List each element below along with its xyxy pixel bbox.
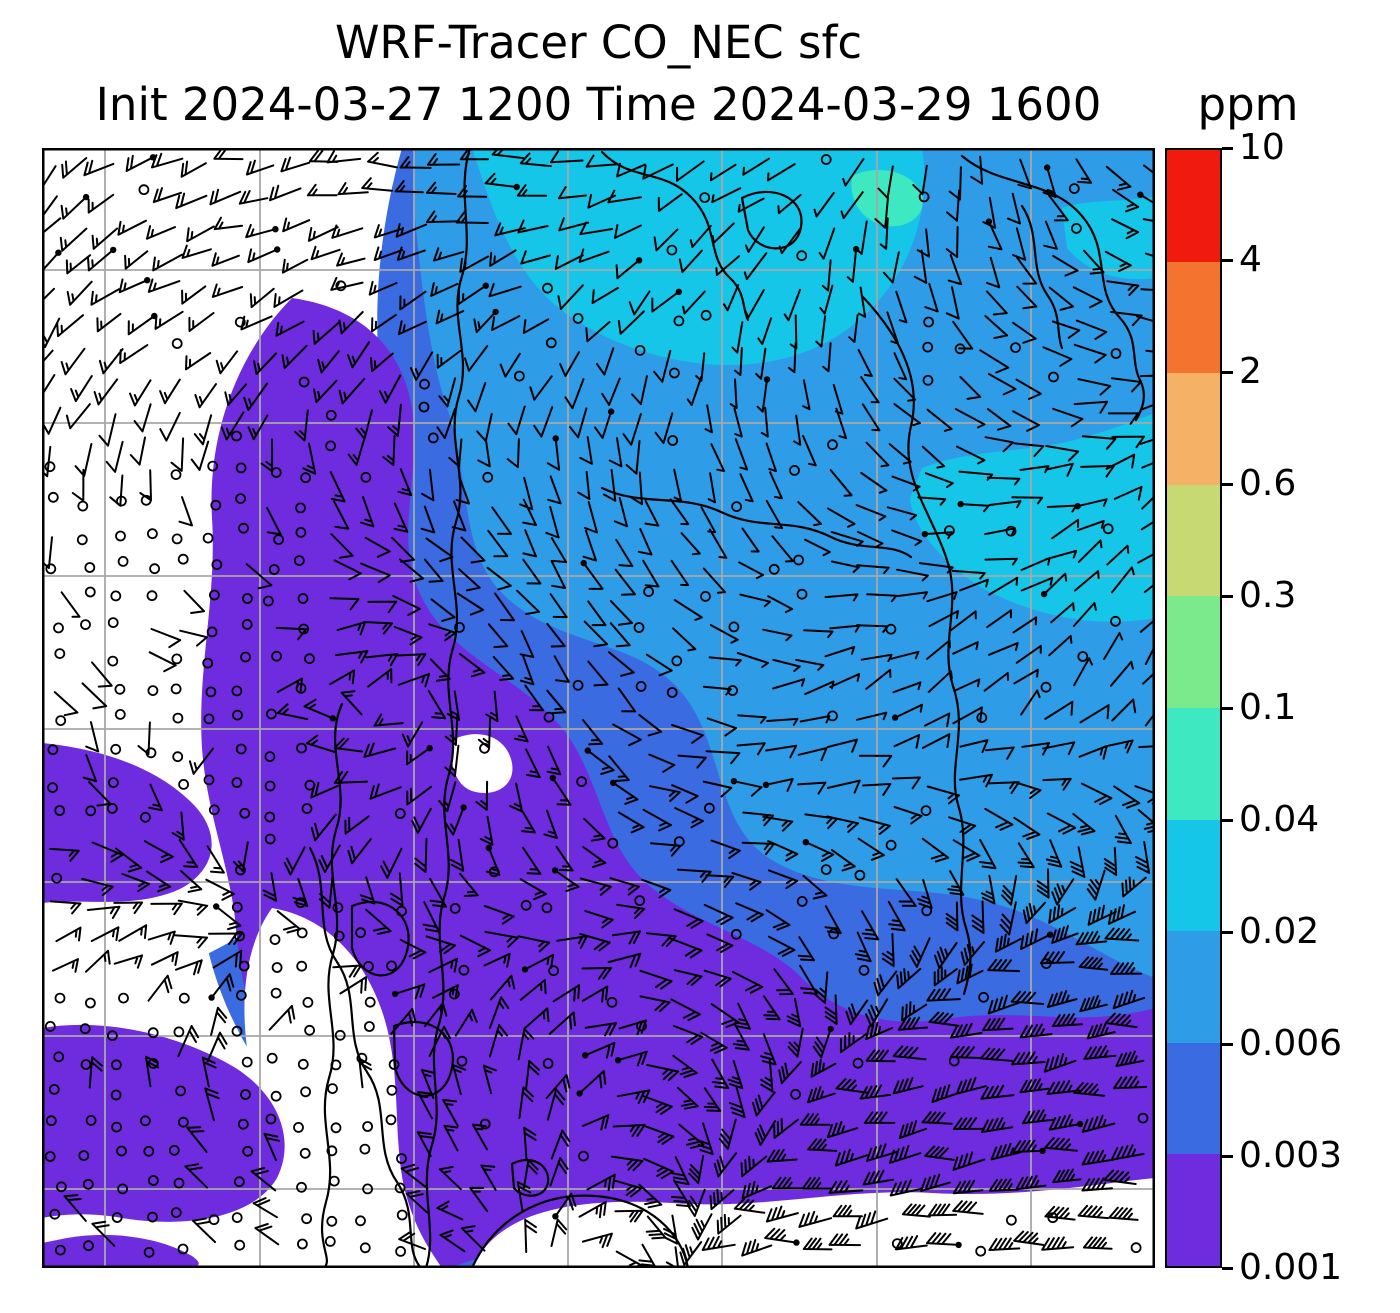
- colorbar-tick: [1222, 482, 1233, 486]
- map-coastlines: [308, 148, 1145, 1268]
- colorbar-segment: [1167, 819, 1220, 932]
- colorbar-tick: [1222, 1266, 1233, 1270]
- colorbar-tick-label: 10: [1239, 127, 1285, 168]
- colorbar-tick-label: 0.3: [1239, 575, 1297, 616]
- colorbar-tick: [1222, 706, 1233, 710]
- colorbar-segment: [1167, 261, 1220, 374]
- colorbar-segment: [1167, 150, 1220, 262]
- calm-wind-circles: [44, 154, 1149, 1258]
- coastline: [350, 900, 410, 977]
- colorbar: 0.001 0.003 0.006 0.02 0.04 0.1 0.3 0.6 2 4 10: [1165, 130, 1400, 1286]
- contour-region-0.02-0.04: [1062, 196, 1155, 280]
- colorbar-segment: [1167, 484, 1220, 597]
- map-regions: [42, 148, 1155, 1268]
- colorbar-tick-label: 2: [1239, 351, 1262, 392]
- colorbar-tick: [1222, 1042, 1233, 1046]
- colorbar-segment: [1167, 373, 1220, 485]
- map-plot: [42, 148, 1155, 1268]
- contour-region-0.02-0.04: [910, 413, 1155, 622]
- coastline: [1020, 204, 1064, 350]
- wind-barb-shafts: [42, 148, 1155, 1268]
- contour-region-<0.001: [244, 908, 442, 1268]
- colorbar-segment: [1167, 1154, 1220, 1266]
- colorbar-tick-label: 0.003: [1239, 1135, 1343, 1176]
- colorbar-units-label: ppm: [1197, 78, 1299, 131]
- coastline: [600, 486, 913, 559]
- colorbar-tick-label: 0.001: [1239, 1247, 1343, 1288]
- colorbar-tick: [1222, 818, 1233, 822]
- colorbar-tick: [1222, 370, 1233, 374]
- colorbar-tick-label: 0.6: [1239, 463, 1297, 504]
- map-border: [42, 148, 1155, 1268]
- coastline: [960, 154, 1145, 422]
- colorbar-tick-label: 0.006: [1239, 1023, 1343, 1064]
- contour-region-0.006-0.02: [414, 148, 1155, 978]
- colorbar-tick-label: 0.1: [1239, 687, 1297, 728]
- contour-region-0.001-0.003: [42, 1024, 285, 1268]
- chart-subtitle: Init 2024-03-27 1200 Time 2024-03-29 160…: [95, 78, 1102, 131]
- colorbar-segment: [1167, 596, 1220, 708]
- colorbar-tick: [1222, 146, 1233, 150]
- colorbar-tick: [1222, 930, 1233, 934]
- contour-region-0.02-0.04: [472, 148, 925, 366]
- contour-region-<0.001: [452, 734, 513, 793]
- colorbar-segment: [1167, 931, 1220, 1043]
- coastline: [470, 1194, 690, 1268]
- coastline: [860, 294, 972, 996]
- colorbar-segments: [1165, 148, 1222, 1268]
- colorbar-tick-label: 4: [1239, 239, 1262, 280]
- colorbar-segment: [1167, 1042, 1220, 1155]
- colorbar-tick: [1222, 594, 1233, 598]
- colorbar-tick: [1222, 258, 1233, 262]
- coastline: [321, 702, 344, 1268]
- wind-barbs: [42, 148, 1155, 1268]
- colorbar-tick: [1222, 1154, 1233, 1158]
- colorbar-segment: [1167, 707, 1220, 820]
- station-dots: [55, 154, 1144, 1249]
- colorbar-tick-label: 0.04: [1239, 799, 1320, 840]
- coastline: [424, 148, 472, 1268]
- contour-region-0.001-0.003: [42, 743, 212, 903]
- colorbar-tick-label: 0.02: [1239, 911, 1320, 952]
- coastline: [308, 846, 423, 1268]
- chart-title: WRF-Tracer CO_NEC sfc: [334, 16, 863, 69]
